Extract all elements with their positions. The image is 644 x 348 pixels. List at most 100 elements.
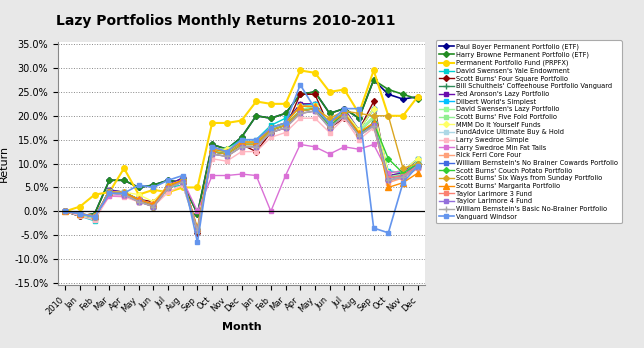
Scott Burns' Couch Potato Portfolio	[414, 161, 422, 166]
William Bernstein's No Brainer Cowards Portfolio	[399, 173, 407, 177]
Permanent Portfolio Fund (PRPFX)	[223, 121, 231, 125]
Bill Schultheis' Coffeehouse Portfolio Vanguard	[370, 106, 377, 111]
Bill Schultheis' Coffeehouse Portfolio Vanguard	[399, 171, 407, 175]
Permanent Portfolio Fund (PRPFX)	[164, 190, 172, 194]
Scott Burns' Margarita Portfolio	[384, 185, 392, 190]
Scott Burns' Five Fold Portfolio	[326, 123, 334, 127]
FundAdvice Ultimate Buy & Hold	[120, 191, 128, 195]
Taylor Larimore 4 Fund	[149, 205, 157, 209]
Bill Schultheis' Coffeehouse Portfolio Vanguard	[414, 157, 422, 161]
Taylor Larimore 4 Fund	[326, 126, 334, 130]
David Swensen's Yale Endowment	[296, 106, 304, 111]
Larry Swedroe Simple	[414, 166, 422, 171]
Line: Paul Boyer Permanent Portfolio (ETF): Paul Boyer Permanent Portfolio (ETF)	[63, 78, 420, 218]
David Swensen's Lazy Portfolio	[223, 151, 231, 155]
Line: Scott Burns' Six Ways from Sunday Portfolio: Scott Burns' Six Ways from Sunday Portfo…	[63, 106, 420, 232]
Ted Aronson's Lazy Portfolio	[252, 140, 260, 144]
David Swensen's Lazy Portfolio	[311, 103, 319, 108]
Scott Burns' Couch Potato Portfolio	[238, 142, 245, 147]
Permanent Portfolio Fund (PRPFX)	[120, 166, 128, 171]
Taylor Larimore 4 Fund	[106, 191, 113, 195]
Paul Boyer Permanent Portfolio (ETF)	[355, 116, 363, 120]
Rick Ferri Core Four	[267, 128, 275, 132]
Rick Ferri Core Four	[135, 199, 142, 203]
Permanent Portfolio Fund (PRPFX)	[149, 188, 157, 192]
Scott Burns' Six Ways from Sunday Portfolio	[341, 109, 348, 113]
MMM Do It Yourself Funds	[179, 178, 187, 182]
Scott Burns' Margarita Portfolio	[106, 190, 113, 194]
David Swensen's Yale Endowment	[194, 228, 202, 232]
Permanent Portfolio Fund (PRPFX)	[252, 100, 260, 104]
Dilbert World's Simplest	[120, 190, 128, 194]
Scott Burns' Four Square Portfolio	[149, 200, 157, 204]
Scott Burns' Couch Potato Portfolio	[267, 128, 275, 132]
William Bernstein's Basic No-Brainer Portfolio	[238, 145, 245, 149]
Larry Swedroe Simple	[135, 200, 142, 204]
Dilbert World's Simplest	[341, 109, 348, 113]
Bill Schultheis' Coffeehouse Portfolio Vanguard	[341, 109, 348, 113]
David Swensen's Lazy Portfolio	[238, 141, 245, 145]
Dilbert World's Simplest	[91, 214, 99, 218]
Paul Boyer Permanent Portfolio (ETF)	[106, 178, 113, 182]
Ted Aronson's Lazy Portfolio	[120, 190, 128, 194]
Ted Aronson's Lazy Portfolio	[370, 106, 377, 111]
Scott Burns' Margarita Portfolio	[76, 212, 84, 216]
Paul Boyer Permanent Portfolio (ETF)	[281, 111, 289, 116]
William Bernstein's No Brainer Cowards Portfolio	[76, 212, 84, 216]
Larry Swedroe Min Fat Tails	[311, 145, 319, 149]
Bill Schultheis' Coffeehouse Portfolio Vanguard	[252, 140, 260, 144]
Taylor Larimore 4 Fund	[281, 126, 289, 130]
Line: Permanent Portfolio Fund (PRPFX): Permanent Portfolio Fund (PRPFX)	[62, 68, 421, 214]
Paul Boyer Permanent Portfolio (ETF)	[164, 178, 172, 182]
Scott Burns' Five Fold Portfolio	[164, 185, 172, 190]
Scott Burns' Five Fold Portfolio	[106, 189, 113, 193]
Line: David Swensen's Yale Endowment: David Swensen's Yale Endowment	[63, 106, 420, 232]
Scott Burns' Five Fold Portfolio	[355, 130, 363, 135]
Taylor Larimore 3 Fund	[179, 180, 187, 184]
Taylor Larimore 4 Fund	[208, 152, 216, 156]
Larry Swedroe Min Fat Tails	[135, 197, 142, 201]
FundAdvice Ultimate Buy & Hold	[384, 178, 392, 182]
Scott Burns' Margarita Portfolio	[135, 197, 142, 201]
Larry Swedroe Simple	[238, 150, 245, 154]
Rick Ferri Core Four	[252, 142, 260, 147]
Rick Ferri Core Four	[238, 142, 245, 147]
Harry Browne Permanent Portfolio (ETF)	[179, 181, 187, 185]
David Swensen's Yale Endowment	[223, 147, 231, 151]
Paul Boyer Permanent Portfolio (ETF)	[384, 92, 392, 96]
Larry Swedroe Min Fat Tails	[384, 171, 392, 175]
David Swensen's Lazy Portfolio	[208, 148, 216, 152]
Line: Bill Schultheis' Coffeehouse Portfolio Vanguard: Bill Schultheis' Coffeehouse Portfolio V…	[62, 101, 421, 233]
David Swensen's Yale Endowment	[267, 123, 275, 127]
Bill Schultheis' Coffeehouse Portfolio Vanguard	[91, 216, 99, 221]
Scott Burns' Four Square Portfolio	[135, 197, 142, 201]
David Swensen's Lazy Portfolio	[61, 209, 69, 213]
Ted Aronson's Lazy Portfolio	[238, 140, 245, 144]
Scott Burns' Four Square Portfolio	[267, 130, 275, 135]
David Swensen's Yale Endowment	[341, 109, 348, 113]
Harry Browne Permanent Portfolio (ETF)	[91, 212, 99, 216]
Scott Burns' Four Square Portfolio	[120, 192, 128, 197]
Ted Aronson's Lazy Portfolio	[149, 202, 157, 206]
Taylor Larimore 3 Fund	[341, 114, 348, 118]
Vanguard Windsor	[384, 231, 392, 235]
Vanguard Windsor	[223, 150, 231, 154]
Bill Schultheis' Coffeehouse Portfolio Vanguard	[106, 188, 113, 192]
Rick Ferri Core Four	[208, 150, 216, 154]
Taylor Larimore 4 Fund	[384, 178, 392, 182]
FundAdvice Ultimate Buy & Hold	[76, 212, 84, 216]
Scott Burns' Five Fold Portfolio	[149, 204, 157, 208]
Larry Swedroe Min Fat Tails	[281, 173, 289, 177]
Scott Burns' Margarita Portfolio	[179, 178, 187, 182]
Larry Swedroe Min Fat Tails	[341, 145, 348, 149]
Scott Burns' Four Square Portfolio	[296, 92, 304, 96]
William Bernstein's No Brainer Cowards Portfolio	[91, 215, 99, 219]
Ted Aronson's Lazy Portfolio	[326, 121, 334, 125]
Paul Boyer Permanent Portfolio (ETF)	[149, 183, 157, 187]
Dilbert World's Simplest	[326, 121, 334, 125]
David Swensen's Yale Endowment	[326, 121, 334, 125]
Rick Ferri Core Four	[106, 190, 113, 194]
William Bernstein's No Brainer Cowards Portfolio	[414, 161, 422, 166]
Scott Burns' Six Ways from Sunday Portfolio	[296, 109, 304, 113]
Permanent Portfolio Fund (PRPFX)	[194, 185, 202, 190]
